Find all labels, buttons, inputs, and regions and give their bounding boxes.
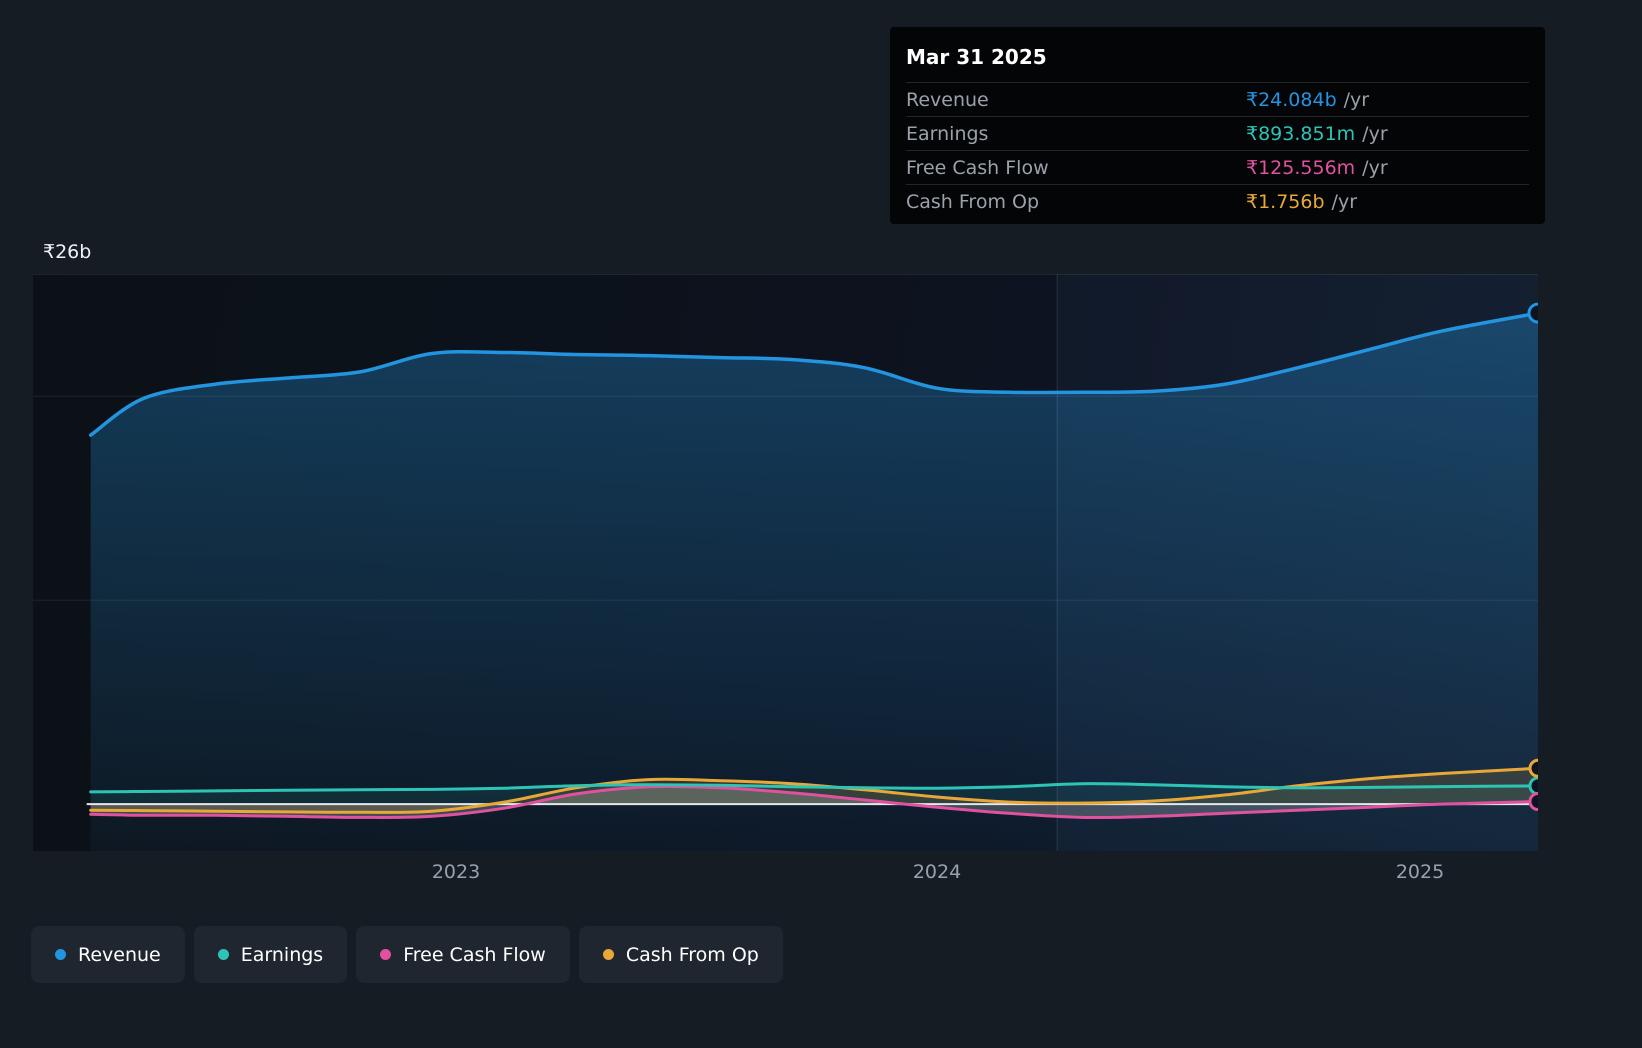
tooltip-value: ₹125.556m [1246, 157, 1356, 179]
tooltip-label: Cash From Op [906, 191, 1040, 213]
tooltip-row-revenue: Revenue ₹24.084b /yr [906, 82, 1529, 116]
legend-label: Cash From Op [625, 943, 759, 966]
tooltip-suffix: /yr [1343, 89, 1370, 111]
free-cash-flow-dot-icon [380, 949, 392, 960]
data-tooltip: Mar 31 2025 Revenue ₹24.084b /yr Earning… [890, 27, 1545, 224]
tooltip-label: Earnings [906, 123, 989, 145]
x-axis-label-2023: 2023 [431, 861, 481, 883]
cash-from-op-dot-icon [602, 949, 614, 960]
tooltip-suffix: /yr [1362, 123, 1388, 145]
y-axis-label-26b: ₹26b [43, 241, 92, 263]
tooltip-suffix: /yr [1331, 191, 1358, 213]
legend-item-revenue[interactable]: Revenue [31, 926, 185, 983]
tooltip-value: ₹24.084b [1246, 89, 1337, 111]
tooltip-label: Revenue [906, 89, 989, 111]
tooltip-suffix: /yr [1362, 157, 1388, 179]
revenue-dot-icon [55, 949, 66, 960]
tooltip-row-cash-from-op: Cash From Op ₹1.756b /yr [906, 184, 1529, 218]
x-axis-label-2025: 2025 [1395, 861, 1445, 883]
legend-item-free-cash-flow[interactable]: Free Cash Flow [356, 926, 570, 983]
legend: Revenue Earnings Free Cash Flow Cash Fro… [31, 926, 783, 983]
tooltip-date: Mar 31 2025 [906, 45, 1047, 69]
chart-canvas[interactable] [33, 274, 1538, 851]
tooltip-label: Free Cash Flow [906, 157, 1049, 179]
tooltip-row-free-cash-flow: Free Cash Flow ₹125.556m /yr [906, 150, 1529, 184]
tooltip-row-earnings: Earnings ₹893.851m /yr [906, 116, 1529, 150]
tooltip-value: ₹893.851m [1246, 123, 1356, 145]
legend-item-cash-from-op[interactable]: Cash From Op [578, 926, 783, 983]
x-axis-label-2024: 2024 [912, 861, 962, 883]
legend-label: Revenue [78, 943, 161, 966]
legend-item-earnings[interactable]: Earnings [193, 926, 348, 983]
legend-label: Free Cash Flow [403, 943, 546, 966]
earnings-dot-icon [217, 949, 229, 960]
tooltip-value: ₹1.756b [1246, 191, 1325, 213]
legend-label: Earnings [240, 943, 324, 966]
